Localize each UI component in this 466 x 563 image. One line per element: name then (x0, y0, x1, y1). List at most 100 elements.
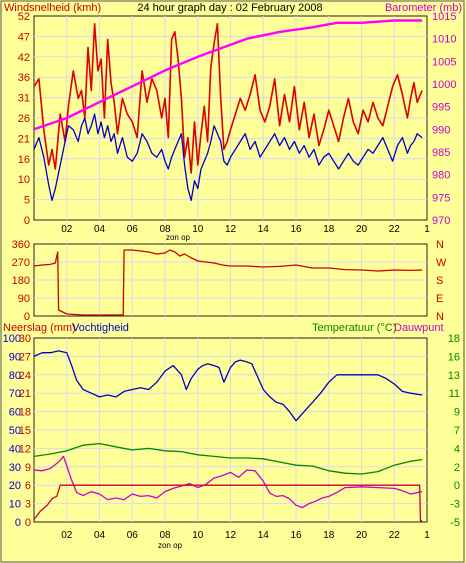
weather-hour-tick: 16 (290, 530, 302, 541)
weather-hour-tick: 14 (258, 530, 270, 541)
humidity-axis-label: Vochtigheid (72, 322, 129, 334)
rain-tick: 6 (25, 480, 31, 492)
wind-speed-tick: 47 (18, 31, 30, 43)
average-line (33, 113, 423, 202)
direction-degree-tick: 360 (12, 239, 30, 251)
weather-hour-tick: 04 (94, 530, 106, 541)
compass-point-tick: E (436, 293, 443, 305)
temperature-tick: 0 (454, 480, 460, 492)
weather-hour-tick: 20 (356, 530, 368, 541)
direction-degree-tick: 90 (18, 293, 30, 305)
rain-tick: 15 (19, 425, 31, 437)
temperature-tick: -5 (450, 517, 460, 529)
rain-tick: 9 (25, 462, 31, 474)
wind-speed-tick: 0 (24, 215, 30, 227)
humidity-tick: 90 (9, 351, 21, 363)
temperature-tick: 13 (448, 370, 460, 382)
rain-tick: 27 (19, 351, 31, 363)
dew-point-line (33, 455, 423, 509)
weather-hour-tick: 10 (192, 530, 204, 541)
wind-speed-tick: 31 (18, 93, 30, 105)
rain-tick: 24 (19, 370, 31, 382)
wind-hour-tick: 1 (424, 224, 430, 235)
panel-weather: 1009080706050403020100302724211815129630… (3, 322, 460, 550)
weather-hour-tick: 22 (389, 530, 401, 541)
direction-degree-tick: 180 (12, 275, 30, 287)
wind-speed-axis-label: Windsnelheid (kmh) (4, 2, 101, 14)
barometer-tick: 995 (432, 102, 450, 114)
compass-point-tick: N (436, 311, 444, 323)
wind-hour-tick: 22 (389, 224, 401, 235)
barometer-tick: 975 (432, 192, 450, 204)
barometer-tick: 990 (432, 124, 450, 136)
weather-hour-tick: 1 (424, 530, 430, 541)
wind-hour-tick: 14 (258, 224, 270, 235)
barometer-tick: 1005 (432, 56, 456, 68)
wind-hour-tick: 20 (356, 224, 368, 235)
weather-hour-tick: 06 (127, 530, 139, 541)
wind-hour-tick: 18 (323, 224, 335, 235)
barometer-axis-label: Barometer (mb) (385, 2, 462, 14)
wind-hour-tick: 10 (192, 224, 204, 235)
humidity-tick: 10 (9, 499, 21, 511)
wind-speed-tick: 21 (18, 133, 30, 145)
temperature-tick: 18 (448, 333, 460, 345)
compass-point-tick: N (436, 239, 444, 251)
direction-gridlines (34, 244, 427, 316)
sunrise-label-weather: zon op (158, 541, 183, 550)
wind-tick-labels: 52 47 42 36 31 26 21 16 10 5 0 1015 1010 1005 1000 995 9… (18, 11, 457, 235)
wind-hour-tick: 16 (290, 224, 302, 235)
weather-hour-tick: 08 (159, 530, 171, 541)
weather-tick-labels: 1009080706050403020100302724211815129630… (3, 333, 460, 541)
rain-line (33, 484, 423, 522)
humidity-tick: 40 (9, 443, 21, 455)
pressure-line (33, 19, 423, 131)
weather-hour-tick: 12 (225, 530, 237, 541)
wind-speed-tick: 36 (18, 72, 30, 84)
wind-hour-tick: 02 (61, 224, 73, 235)
barometer-tick: 1000 (432, 79, 456, 91)
rain-axis-label: Neerslag (mm) (3, 322, 76, 334)
direction-series (33, 249, 423, 316)
temperature-tick: 11 (449, 388, 460, 400)
humidity-tick: 30 (9, 462, 21, 474)
wind-speed-tick: 16 (18, 154, 30, 166)
temperature-tick: 7 (454, 425, 460, 437)
compass-point-tick: S (436, 275, 443, 287)
wind-speed-tick: 52 (18, 11, 30, 23)
rain-tick: 0 (25, 517, 31, 529)
humidity-tick: 50 (9, 425, 21, 437)
barometer-tick: 980 (432, 170, 450, 182)
temperature-tick: -3 (450, 499, 460, 511)
humidity-tick: 100 (3, 333, 21, 345)
wind-hour-tick: 04 (94, 224, 106, 235)
rain-tick: 3 (25, 499, 31, 511)
wind-speed-tick: 5 (24, 195, 30, 207)
wind-direction-line (33, 249, 423, 316)
dewpoint-axis-label: Dauwpunt (394, 322, 444, 334)
humidity-tick: 80 (9, 370, 21, 382)
humidity-tick: 60 (9, 407, 21, 419)
rain-tick: 12 (19, 443, 31, 455)
direction-degree-tick: 270 (12, 257, 30, 269)
wind-hour-tick: 12 (225, 224, 237, 235)
temperature-tick: 9 (454, 407, 460, 419)
gust-line (33, 22, 423, 174)
barometer-tick: 985 (432, 147, 450, 159)
compass-point-tick: W (436, 257, 447, 269)
wind-hour-tick: 06 (127, 224, 139, 235)
direction-degree-tick: 0 (24, 311, 30, 323)
weather-hour-tick: 18 (323, 530, 335, 541)
barometer-tick: 1015 (432, 11, 456, 23)
wind-series (33, 19, 423, 202)
humidity-tick: 70 (9, 388, 21, 400)
temperature-axis-label: Temperatuur (°C) (312, 322, 396, 334)
wind-speed-tick: 10 (18, 174, 30, 186)
wind-speed-tick: 26 (18, 113, 30, 125)
sunrise-label-wind: zon op (166, 233, 191, 242)
temperature-tick: 4 (454, 443, 460, 455)
